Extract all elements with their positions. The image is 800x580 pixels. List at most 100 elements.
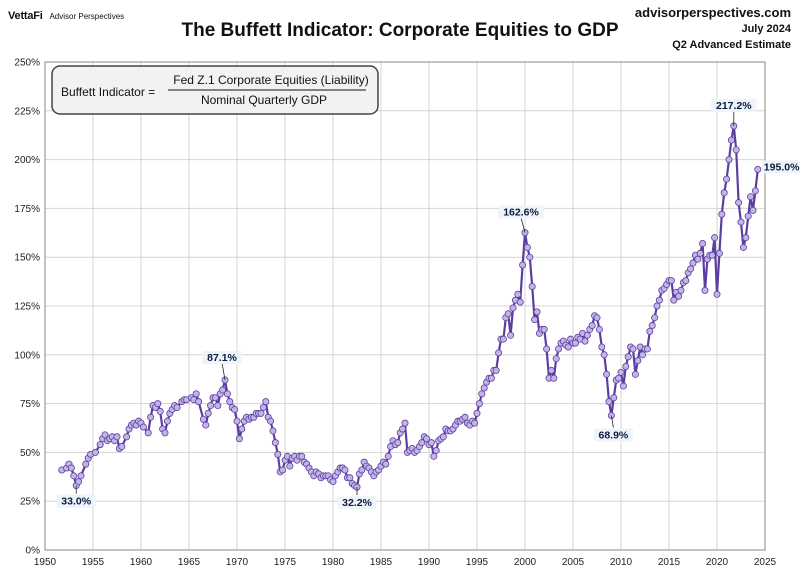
formula-label: Buffett Indicator = bbox=[61, 85, 155, 99]
annotation-background bbox=[711, 99, 757, 113]
x-tick-label: 1980 bbox=[322, 557, 345, 568]
data-point bbox=[161, 429, 169, 437]
data-point bbox=[564, 343, 572, 351]
data-point bbox=[101, 431, 109, 439]
data-point bbox=[655, 296, 663, 304]
data-point bbox=[427, 439, 435, 447]
data-point bbox=[267, 417, 275, 425]
chart-title: The Buffett Indicator: Corporate Equitie… bbox=[181, 20, 619, 41]
data-point bbox=[526, 253, 534, 261]
data-point bbox=[735, 199, 743, 207]
annotation-background bbox=[761, 160, 800, 174]
data-point bbox=[113, 433, 121, 441]
data-point bbox=[118, 443, 126, 451]
x-tick-label: 1995 bbox=[466, 557, 489, 568]
data-point bbox=[648, 322, 656, 330]
data-point bbox=[346, 474, 354, 482]
data-point bbox=[238, 425, 246, 433]
data-point bbox=[581, 337, 589, 345]
x-tick-label: 1965 bbox=[178, 557, 201, 568]
data-point bbox=[418, 439, 426, 447]
y-tick-label: 125% bbox=[14, 302, 40, 313]
annotations: 33.0% 87.1% 32.2% 162.6% 68.9% 217.2% 195.0% bbox=[56, 99, 800, 510]
brand: VettaFi Advisor Perspectives bbox=[8, 10, 124, 22]
data-point bbox=[139, 423, 147, 431]
data-point bbox=[634, 357, 642, 365]
data-point bbox=[75, 478, 83, 486]
data-point bbox=[96, 441, 104, 449]
annotation-background bbox=[337, 496, 377, 510]
y-tick-label: 250% bbox=[14, 58, 40, 69]
data-point bbox=[727, 136, 735, 144]
y-tick-label: 100% bbox=[14, 350, 40, 361]
data-point bbox=[207, 402, 215, 410]
data-point bbox=[629, 345, 637, 353]
data-point bbox=[583, 331, 591, 339]
y-tick-label: 200% bbox=[14, 155, 40, 166]
data-point bbox=[682, 277, 690, 285]
data-point bbox=[555, 345, 563, 353]
data-point bbox=[651, 314, 659, 322]
x-tick-label: 1960 bbox=[130, 557, 153, 568]
annotation-pointer bbox=[611, 415, 614, 428]
y-tick-label: 50% bbox=[20, 448, 40, 459]
annotation-label: 68.9% bbox=[599, 430, 629, 442]
data-point bbox=[531, 316, 539, 324]
data-point bbox=[461, 413, 469, 421]
data-point bbox=[751, 187, 759, 195]
data-point bbox=[358, 466, 366, 474]
data-point bbox=[605, 398, 613, 406]
annotation-label: 195.0% bbox=[764, 161, 800, 173]
data-point bbox=[732, 146, 740, 154]
x-tick-label: 1985 bbox=[370, 557, 393, 568]
data-point bbox=[298, 452, 306, 460]
formula-denominator: Nominal Quarterly GDP bbox=[201, 93, 327, 107]
annotation-pointer bbox=[221, 362, 226, 381]
report-date: July 2024 bbox=[741, 23, 791, 35]
data-point bbox=[552, 355, 560, 363]
data-point bbox=[744, 212, 752, 220]
data-point bbox=[523, 243, 531, 251]
data-point bbox=[274, 450, 282, 458]
x-tick-label: 1990 bbox=[418, 557, 441, 568]
y-tick-label: 75% bbox=[20, 399, 40, 410]
data-point bbox=[382, 460, 390, 468]
data-point bbox=[547, 366, 555, 374]
data-point bbox=[715, 249, 723, 257]
data-point bbox=[617, 368, 625, 376]
data-point bbox=[495, 349, 503, 357]
data-point bbox=[533, 308, 541, 316]
annotation-label: 217.2% bbox=[716, 100, 752, 112]
annotation-pointer bbox=[520, 217, 526, 233]
data-point bbox=[475, 400, 483, 408]
data-point bbox=[271, 439, 279, 447]
data-point bbox=[600, 351, 608, 359]
data-point bbox=[226, 398, 234, 406]
annotation-background bbox=[593, 428, 633, 442]
data-point bbox=[603, 370, 611, 378]
data-point bbox=[598, 343, 606, 351]
x-tick-label: 2020 bbox=[706, 557, 729, 568]
data-point bbox=[708, 251, 716, 259]
annotation-background bbox=[498, 205, 544, 219]
data-point bbox=[204, 409, 212, 417]
data-point bbox=[711, 234, 719, 242]
x-tick-label: 2005 bbox=[562, 557, 585, 568]
data-point bbox=[231, 405, 239, 413]
estimate-label: Q2 Advanced Estimate bbox=[672, 39, 791, 51]
data-point bbox=[439, 433, 447, 441]
data-point bbox=[211, 394, 219, 402]
annotation-label: 87.1% bbox=[207, 352, 237, 364]
annotation-background bbox=[202, 350, 242, 364]
annotation-label: 33.0% bbox=[61, 496, 91, 508]
data-point bbox=[91, 448, 99, 456]
series-buffett-indicator bbox=[58, 122, 762, 491]
data-point bbox=[394, 439, 402, 447]
brand-tagline: Advisor Perspectives bbox=[49, 12, 125, 21]
data-point bbox=[696, 249, 704, 257]
x-tick-label: 1950 bbox=[34, 557, 57, 568]
data-point bbox=[670, 296, 678, 304]
data-point bbox=[173, 404, 181, 412]
data-point bbox=[471, 419, 479, 427]
data-point bbox=[202, 421, 210, 429]
